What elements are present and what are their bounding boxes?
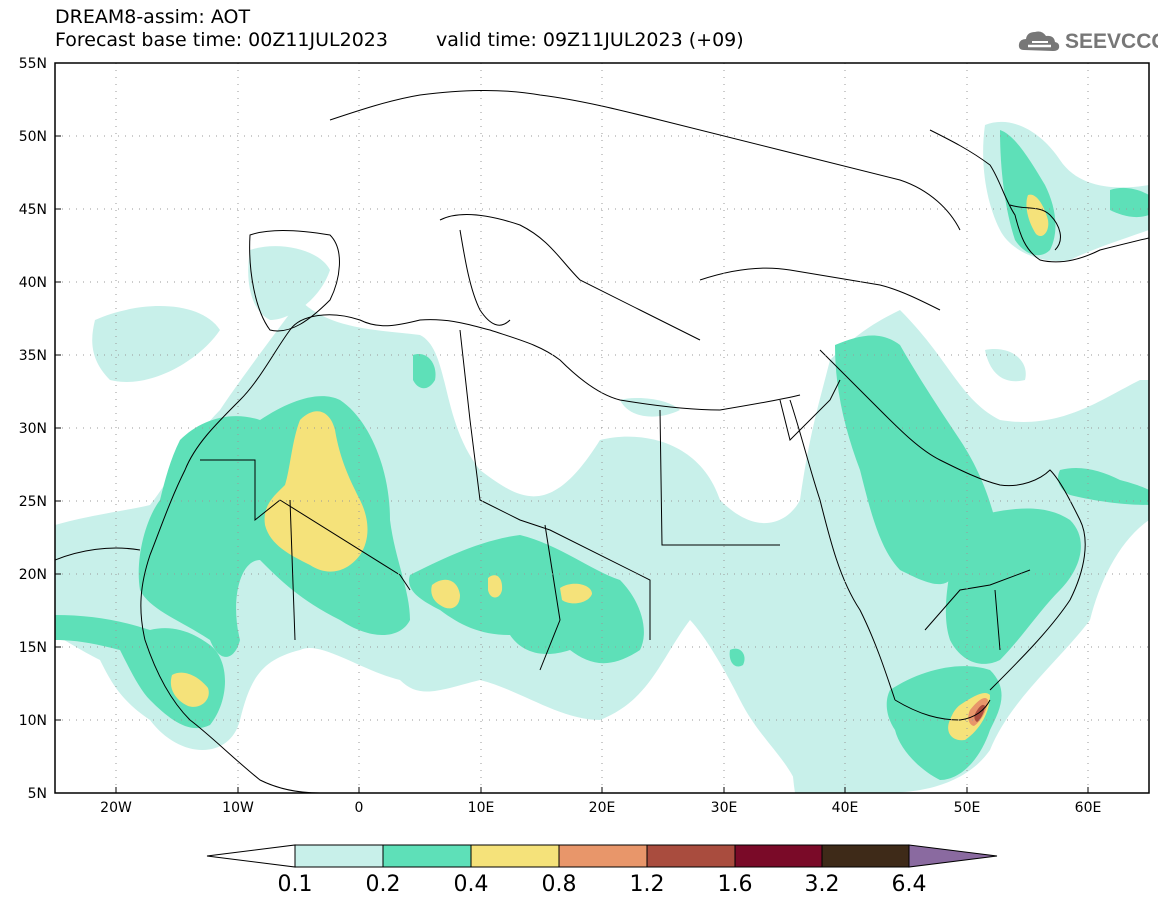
colorbar-label: 0.2 [366,872,401,897]
colorbar-swatch [294,844,384,868]
map-title: DREAM8-assim: AOT [55,6,251,28]
lat-label: 15N [19,640,47,656]
lat-label: 35N [19,348,47,364]
colorbar-swatch [734,844,823,868]
lat-label: 50N [19,129,47,145]
colorbar-label: 1.2 [630,872,665,897]
lat-label: 5N [28,786,47,802]
coastlines [55,89,1149,793]
valid-time: valid time: 09Z11JUL2023 (+09) [435,29,744,51]
lon-label: 30E [711,800,738,816]
seevccc-logo: SEEVCCC [1018,30,1158,53]
lon-label: 40E [832,800,859,816]
colorbar-swatch [821,844,910,868]
graticule [55,63,1149,793]
lat-label: 40N [19,275,47,291]
lat-label: 10N [19,713,47,729]
time-info: Forecast base time: 00Z11JUL2023 valid ti… [55,29,744,51]
lon-label: 20E [589,800,616,816]
latitude-labels: 55N 50N 45N 40N 35N 30N 25N 20N 15N 10N … [19,56,47,802]
aot-level-1-2 [974,704,985,722]
colorbar-label: 1.6 [718,872,753,897]
colorbar-swatch-below [206,844,296,868]
colorbar-label: 0.8 [542,872,577,897]
lat-label: 45N [19,202,47,218]
lon-label: 10W [222,800,254,816]
lat-label: 20N [19,567,47,583]
lon-label: 0 [355,800,364,816]
lon-label: 60E [1075,800,1102,816]
lat-label: 55N [19,56,47,72]
colorbar-swatch [558,844,648,868]
lat-label: 25N [19,494,47,510]
colorbar-label: 0.1 [278,872,313,897]
lon-label: 10E [468,800,495,816]
colorbar-label: 6.4 [892,872,927,897]
aot-shading [55,121,1149,793]
colorbar-swatch [646,844,736,868]
lon-label: 50E [954,800,981,816]
logo-text: SEEVCCC [1065,30,1158,53]
lon-label: 20W [100,800,132,816]
lat-label: 30N [19,421,47,437]
colorbar-swatch [470,844,560,868]
colorbar-label: 0.4 [454,872,489,897]
colorbar-swatch [382,844,472,868]
colorbar-labels: 0.1 0.2 0.4 0.8 1.2 1.6 3.2 6.4 [278,872,927,897]
axis-ticks [55,62,1089,793]
base-time: Forecast base time: 00Z11JUL2023 [55,29,388,51]
colorbar-swatch-above [908,844,998,868]
colorbar-label: 3.2 [805,872,840,897]
colorbar [206,844,998,868]
longitude-labels: 20W 10W 0 10E 20E 30E 40E 50E 60E [100,800,1101,816]
